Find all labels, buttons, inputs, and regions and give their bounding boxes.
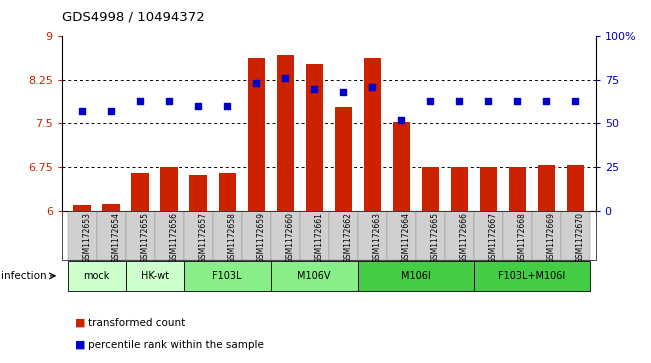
Text: HK-wt: HK-wt — [141, 271, 169, 281]
Bar — [335, 107, 352, 211]
Text: GSM1172669: GSM1172669 — [546, 212, 555, 263]
Point — [251, 81, 262, 86]
Bar — [538, 165, 555, 211]
Bar — [299, 211, 329, 260]
Text: GSM1172657: GSM1172657 — [198, 212, 207, 263]
Point — [193, 103, 203, 109]
Point — [164, 98, 174, 104]
Bar — [271, 211, 299, 260]
Text: GDS4998 / 10494372: GDS4998 / 10494372 — [62, 11, 204, 24]
Text: F103L+M106I: F103L+M106I — [498, 271, 566, 281]
Point — [309, 86, 320, 91]
Text: GSM1172663: GSM1172663 — [372, 212, 381, 263]
Text: M106I: M106I — [401, 271, 431, 281]
Bar — [422, 167, 439, 211]
Text: GSM1172654: GSM1172654 — [111, 212, 120, 263]
Bar — [74, 205, 91, 211]
Bar — [474, 211, 503, 260]
Bar — [68, 211, 96, 260]
Bar — [184, 211, 213, 260]
Text: GSM1172656: GSM1172656 — [169, 212, 178, 263]
Bar — [305, 64, 323, 211]
Bar — [416, 211, 445, 260]
Bar — [474, 261, 590, 290]
Bar — [277, 55, 294, 211]
Bar — [358, 211, 387, 260]
Text: transformed count: transformed count — [88, 318, 185, 328]
Bar — [503, 211, 532, 260]
Text: GSM1172670: GSM1172670 — [575, 212, 585, 263]
Bar — [445, 211, 474, 260]
Text: GSM1172664: GSM1172664 — [401, 212, 410, 263]
Bar — [508, 167, 526, 211]
Point — [106, 108, 117, 114]
Bar — [126, 211, 155, 260]
Bar — [271, 261, 358, 290]
Bar — [329, 211, 358, 260]
Text: mock: mock — [83, 271, 110, 281]
Text: F103L: F103L — [212, 271, 242, 281]
Bar — [102, 204, 120, 211]
Text: GSM1172662: GSM1172662 — [343, 212, 352, 263]
Bar — [126, 261, 184, 290]
Text: GSM1172665: GSM1172665 — [430, 212, 439, 263]
Bar — [247, 58, 265, 211]
Bar — [155, 211, 184, 260]
Text: infection: infection — [1, 271, 47, 281]
Point — [280, 75, 290, 81]
Bar — [566, 165, 584, 211]
Bar — [219, 173, 236, 211]
Point — [541, 98, 551, 104]
Point — [222, 103, 232, 109]
Point — [454, 98, 465, 104]
Text: GSM1172666: GSM1172666 — [460, 212, 468, 263]
Bar — [68, 261, 126, 290]
Bar — [189, 175, 207, 211]
Text: GSM1172667: GSM1172667 — [488, 212, 497, 263]
Point — [77, 108, 87, 114]
Bar — [393, 122, 410, 211]
Point — [367, 84, 378, 90]
Bar — [532, 211, 561, 260]
Text: GSM1172658: GSM1172658 — [227, 212, 236, 263]
Bar — [561, 211, 590, 260]
Text: ■: ■ — [75, 318, 85, 328]
Bar — [363, 58, 381, 211]
Point — [396, 117, 406, 123]
Bar — [358, 261, 474, 290]
Point — [135, 98, 145, 104]
Bar — [132, 173, 149, 211]
Text: GSM1172660: GSM1172660 — [285, 212, 294, 263]
Point — [425, 98, 436, 104]
Text: GSM1172661: GSM1172661 — [314, 212, 324, 263]
Text: GSM1172668: GSM1172668 — [518, 212, 526, 263]
Bar — [387, 211, 416, 260]
Text: ■: ■ — [75, 340, 85, 350]
Text: GSM1172655: GSM1172655 — [140, 212, 149, 263]
Text: M106V: M106V — [298, 271, 331, 281]
Point — [483, 98, 493, 104]
Text: percentile rank within the sample: percentile rank within the sample — [88, 340, 264, 350]
Bar — [96, 211, 126, 260]
Point — [512, 98, 523, 104]
Bar — [242, 211, 271, 260]
Text: GSM1172659: GSM1172659 — [256, 212, 265, 263]
Point — [570, 98, 581, 104]
Bar — [213, 211, 242, 260]
Bar — [480, 167, 497, 211]
Point — [338, 89, 348, 95]
Bar — [450, 167, 468, 211]
Bar — [184, 261, 271, 290]
Text: GSM1172653: GSM1172653 — [82, 212, 91, 263]
Bar — [161, 167, 178, 211]
